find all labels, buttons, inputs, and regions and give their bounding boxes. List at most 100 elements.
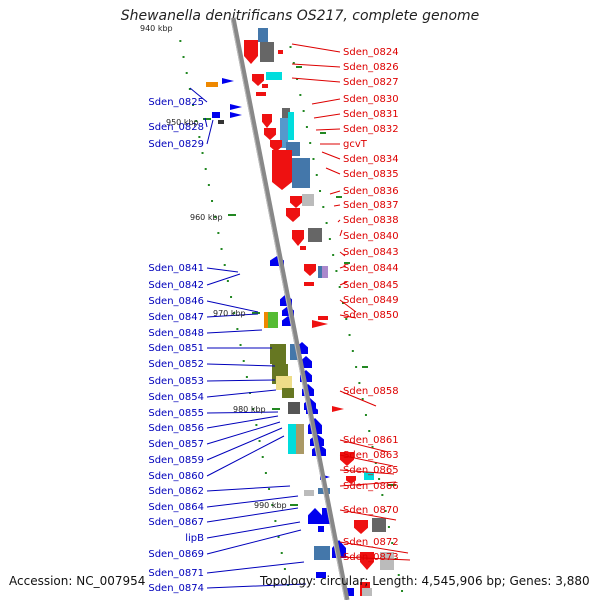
gene-label-left: Sden_0842 bbox=[148, 280, 204, 291]
gene-label-left: Sden_0857 bbox=[148, 439, 204, 450]
tick-mark bbox=[252, 408, 255, 410]
tick-mark bbox=[299, 94, 302, 96]
gene-label-left: Sden_0871 bbox=[148, 568, 204, 579]
tick-mark bbox=[242, 360, 245, 362]
gene-label-left: Sden_0862 bbox=[148, 486, 204, 497]
leader-line bbox=[189, 87, 208, 103]
tick-mark bbox=[192, 104, 195, 106]
gene-label-right: Sden_0863 bbox=[343, 450, 399, 461]
gene-label-left: Sden_0867 bbox=[148, 517, 204, 528]
gene-label-right: Sden_0872 bbox=[343, 537, 399, 548]
gene-label-left: Sden_0874 bbox=[148, 583, 204, 594]
accession-text: Accession: NC_007954 bbox=[9, 574, 146, 588]
gene-feature bbox=[270, 140, 282, 152]
tick-mark bbox=[374, 462, 377, 464]
tick-mark bbox=[305, 126, 308, 128]
gene-label-right: Sden_0840 bbox=[343, 231, 399, 242]
gene-label-right: Sden_0835 bbox=[343, 169, 399, 180]
gene-label-right: Sden_0844 bbox=[343, 263, 399, 274]
leader-line bbox=[206, 411, 279, 414]
tick-mark bbox=[361, 398, 364, 400]
leader-line bbox=[313, 113, 341, 119]
gene-label-right: Sden_0865 bbox=[343, 465, 399, 476]
gene-feature bbox=[322, 266, 328, 278]
leader-line bbox=[206, 313, 259, 318]
leader-line bbox=[206, 119, 214, 145]
leader-line bbox=[206, 363, 276, 367]
tick-mark bbox=[239, 344, 242, 346]
gene-label-left: Sden_0860 bbox=[148, 471, 204, 482]
leader-line bbox=[291, 63, 341, 68]
tick-mark bbox=[378, 478, 381, 480]
gene-feature bbox=[276, 376, 292, 390]
leader-line bbox=[291, 43, 341, 53]
tick-mark bbox=[203, 118, 211, 120]
tick-mark bbox=[182, 56, 185, 58]
tick-mark bbox=[381, 494, 384, 496]
gene-label-right: Sden_0832 bbox=[343, 124, 399, 135]
gene-feature bbox=[316, 572, 326, 578]
leader-line bbox=[339, 509, 397, 521]
leader-line bbox=[206, 495, 299, 508]
leader-line bbox=[206, 421, 281, 445]
tick-mark bbox=[322, 206, 325, 208]
tick-mark bbox=[207, 184, 210, 186]
tick-mark bbox=[338, 286, 341, 288]
tick-mark bbox=[296, 66, 302, 68]
kbp-label: 970 kbp bbox=[213, 309, 246, 318]
gene-label-left: Sden_0829 bbox=[148, 139, 204, 150]
gene-feature bbox=[318, 266, 324, 278]
gene-label-left: Sden_0825 bbox=[148, 97, 204, 108]
leader-line bbox=[339, 281, 348, 286]
gene-feature bbox=[318, 526, 324, 532]
tick-mark bbox=[328, 238, 331, 240]
tick-mark bbox=[195, 120, 198, 122]
gene-feature bbox=[278, 50, 283, 54]
tick-mark bbox=[325, 222, 328, 224]
tick-mark bbox=[351, 350, 354, 352]
gene-feature bbox=[230, 104, 242, 110]
leader-line bbox=[339, 299, 357, 313]
gene-feature bbox=[304, 282, 314, 286]
tick-mark bbox=[214, 216, 217, 218]
gene-feature bbox=[282, 108, 290, 120]
gene-feature bbox=[304, 264, 316, 276]
gene-feature bbox=[244, 40, 258, 64]
gene-feature bbox=[288, 402, 300, 414]
gene-label-left: Sden_0864 bbox=[148, 502, 204, 513]
gene-label-left: Sden_0853 bbox=[148, 376, 204, 387]
gene-feature bbox=[282, 388, 294, 398]
leader-line bbox=[321, 151, 341, 160]
gene-feature bbox=[332, 406, 344, 412]
kbp-label: 960 kbp bbox=[190, 213, 223, 222]
gene-label-right: Sden_0873 bbox=[343, 552, 399, 563]
leader-line bbox=[206, 427, 283, 461]
genome-stats-text: Topology: circular; Length: 4,545,906 bp… bbox=[260, 574, 590, 588]
tick-mark bbox=[274, 520, 277, 522]
kbp-label: 990 kbp bbox=[254, 501, 287, 510]
tick-mark bbox=[391, 542, 394, 544]
gene-label-right: Sden_0838 bbox=[343, 215, 399, 226]
leader-line bbox=[206, 267, 239, 273]
gene-label-right: Sden_0826 bbox=[343, 62, 399, 73]
gene-feature bbox=[260, 42, 274, 62]
tick-mark bbox=[198, 136, 201, 138]
tick-mark bbox=[268, 488, 271, 490]
tick-mark bbox=[252, 312, 260, 314]
gene-label-right: Sden_0836 bbox=[343, 186, 399, 197]
leader-line bbox=[339, 251, 346, 257]
tick-mark bbox=[280, 552, 283, 554]
tick-mark bbox=[335, 270, 338, 272]
tick-mark bbox=[368, 430, 371, 432]
leader-line bbox=[339, 229, 343, 237]
leader-line bbox=[206, 435, 285, 477]
gene-feature bbox=[308, 508, 322, 524]
gene-label-right: Sden_0849 bbox=[343, 295, 399, 306]
leader-line bbox=[339, 481, 397, 487]
leader-line bbox=[339, 265, 347, 269]
gene-feature bbox=[296, 424, 304, 454]
tick-mark bbox=[283, 568, 286, 570]
tick-mark bbox=[388, 484, 396, 486]
tick-mark bbox=[362, 366, 368, 368]
